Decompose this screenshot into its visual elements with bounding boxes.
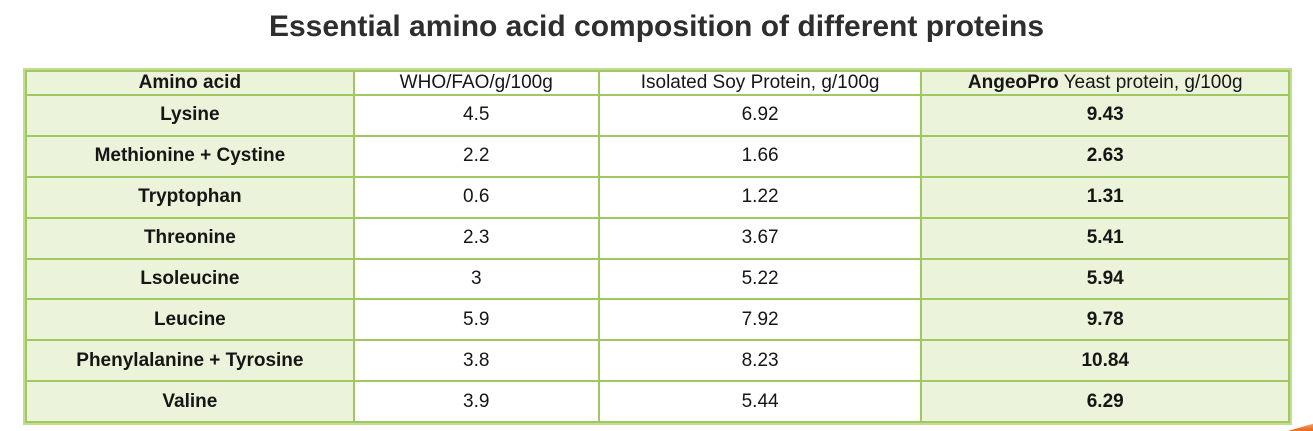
angeopro-unit-label: Yeast protein, g/100g: [1058, 72, 1243, 93]
cell-isolated-soy: 3.67: [597, 216, 923, 260]
amino-acid-table: Amino acid WHO/FAO/g/100g Isolated Soy P…: [23, 68, 1292, 425]
cell-who-fao: 5.9: [352, 298, 600, 342]
cell-angeopro: 9.43: [920, 94, 1290, 137]
cell-isolated-soy: 8.23: [597, 339, 923, 383]
cell-who-fao: 3: [352, 257, 600, 301]
amino-acid-table-grid: Amino acid WHO/FAO/g/100g Isolated Soy P…: [25, 70, 1290, 423]
table-row: Tryptophan 0.6 1.22 1.31: [25, 175, 1290, 219]
cell-isolated-soy: 1.66: [597, 134, 923, 178]
cell-angeopro: 2.63: [920, 134, 1290, 178]
cell-isolated-soy: 1.22: [597, 175, 923, 219]
cell-who-fao: 2.3: [352, 216, 600, 260]
cell-angeopro: 1.31: [920, 175, 1290, 219]
cell-isolated-soy: 7.92: [597, 298, 923, 342]
cell-angeopro: 9.78: [920, 298, 1290, 342]
angeopro-brand-label: AngeoPro: [967, 72, 1059, 93]
cell-angeopro: 6.29: [920, 380, 1290, 423]
table-row: Leucine 5.9 7.92 9.78: [25, 298, 1290, 342]
col-header-isolated-soy: Isolated Soy Protein, g/100g: [597, 70, 923, 96]
cell-isolated-soy: 6.92: [597, 94, 923, 137]
cell-angeopro: 5.41: [920, 216, 1290, 260]
page-title: Essential amino acid composition of diff…: [268, 10, 1045, 43]
table-row: Threonine 2.3 3.67 5.41: [25, 216, 1290, 260]
table-header-row: Amino acid WHO/FAO/g/100g Isolated Soy P…: [25, 70, 1290, 96]
cell-who-fao: 3.8: [352, 339, 600, 383]
cell-who-fao: 4.5: [352, 94, 600, 137]
cell-amino-acid: Phenylalanine + Tyrosine: [25, 339, 355, 383]
cell-amino-acid: Methionine + Cystine: [25, 134, 355, 178]
cell-isolated-soy: 5.22: [597, 257, 923, 301]
cell-amino-acid: Lsoleucine: [25, 257, 355, 301]
table-row: Lsoleucine 3 5.22 5.94: [25, 257, 1290, 301]
col-header-angeopro: AngeoPro Yeast protein, g/100g: [920, 70, 1290, 96]
table-row: Lysine 4.5 6.92 9.43: [25, 94, 1290, 137]
cell-angeopro: 5.94: [920, 257, 1290, 301]
col-header-who-fao: WHO/FAO/g/100g: [352, 70, 600, 96]
cell-isolated-soy: 5.44: [597, 380, 923, 423]
cell-amino-acid: Valine: [25, 380, 355, 423]
table-row: Methionine + Cystine 2.2 1.66 2.63: [25, 134, 1290, 178]
table-row: Valine 3.9 5.44 6.29: [25, 380, 1290, 423]
cell-amino-acid: Leucine: [25, 298, 355, 342]
cell-amino-acid: Threonine: [25, 216, 355, 260]
table-row: Phenylalanine + Tyrosine 3.8 8.23 10.84: [25, 339, 1290, 383]
cell-who-fao: 2.2: [352, 134, 600, 178]
col-header-amino-acid: Amino acid: [25, 70, 355, 96]
cell-amino-acid: Tryptophan: [25, 175, 355, 219]
cell-who-fao: 0.6: [352, 175, 600, 219]
cell-amino-acid: Lysine: [25, 94, 355, 137]
cell-who-fao: 3.9: [352, 380, 600, 423]
cell-angeopro: 10.84: [920, 339, 1290, 383]
